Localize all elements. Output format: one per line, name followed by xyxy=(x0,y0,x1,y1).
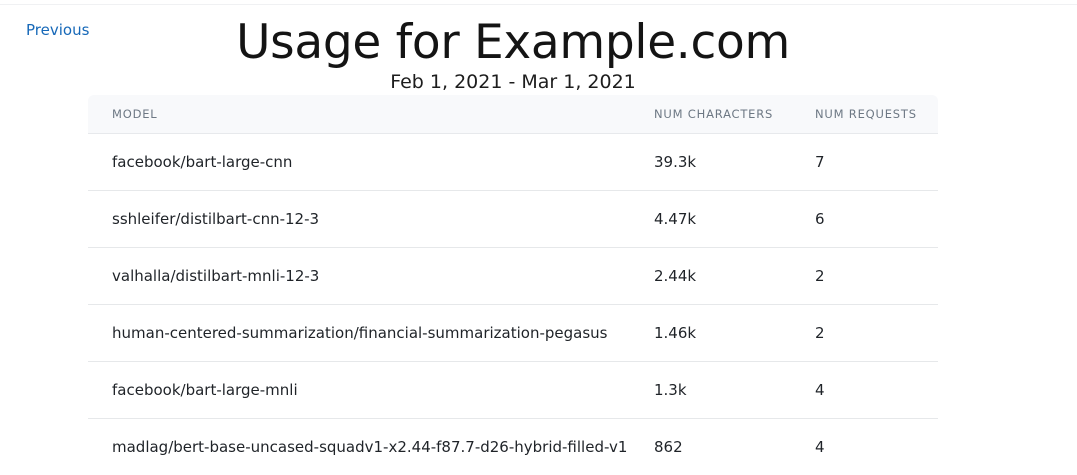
cell-model: valhalla/distilbart-mnli-12-3 xyxy=(88,247,630,305)
date-range-subtitle: Feb 1, 2021 - Mar 1, 2021 xyxy=(390,71,636,93)
page-title: Usage for Example.com xyxy=(236,15,790,70)
table-row[interactable]: facebook/bart-large-mnli 1.3k 4 xyxy=(88,361,938,419)
page-top-divider xyxy=(0,4,1077,5)
previous-link[interactable]: Previous xyxy=(26,21,90,39)
usage-table: MODEL NUM CHARACTERS NUM REQUESTS facebo… xyxy=(88,95,938,475)
cell-model: facebook/bart-large-cnn xyxy=(88,133,630,191)
cell-num_requests: 2 xyxy=(791,304,938,362)
cell-num_requests: 2 xyxy=(791,247,938,305)
cell-num_characters: 39.3k xyxy=(630,133,791,191)
cell-num_characters: 4.47k xyxy=(630,190,791,248)
cell-model: madlag/bert-base-uncased-squadv1-x2.44-f… xyxy=(112,437,628,456)
cell-num_characters: 1.3k xyxy=(630,361,791,419)
table-row[interactable]: facebook/bart-large-cnn 39.3k 7 xyxy=(88,133,938,191)
table-row[interactable]: madlag/bert-base-uncased-squadv1-x2.44-f… xyxy=(88,418,938,475)
cell-model: human-centered-summarization/financial-s… xyxy=(88,304,630,362)
cell-num_requests: 4 xyxy=(791,361,938,419)
column-header-num-requests[interactable]: NUM REQUESTS xyxy=(791,95,938,134)
cell-num_characters: 862 xyxy=(654,437,683,456)
column-header-num-characters[interactable]: NUM CHARACTERS xyxy=(630,95,791,134)
cell-num_requests: 6 xyxy=(791,190,938,248)
cell-num_requests: 7 xyxy=(791,133,938,191)
cell-num_characters: 2.44k xyxy=(630,247,791,305)
table-row[interactable]: sshleifer/distilbart-cnn-12-3 4.47k 6 xyxy=(88,190,938,248)
table-header: MODEL NUM CHARACTERS NUM REQUESTS xyxy=(88,95,938,134)
table-body: facebook/bart-large-cnn 39.3k 7 sshleifer/d… xyxy=(88,133,938,475)
table-header-row: MODEL NUM CHARACTERS NUM REQUESTS xyxy=(88,95,938,134)
usage-table-container: MODEL NUM CHARACTERS NUM REQUESTS facebo… xyxy=(88,95,938,475)
cell-model: facebook/bart-large-mnli xyxy=(88,361,630,419)
table-row[interactable]: valhalla/distilbart-mnli-12-3 2.44k 2 xyxy=(88,247,938,305)
cell-num_requests: 4 xyxy=(815,437,825,456)
cell-num_characters: 1.46k xyxy=(630,304,791,362)
column-header-model[interactable]: MODEL xyxy=(88,95,630,134)
cell-model: sshleifer/distilbart-cnn-12-3 xyxy=(88,190,630,248)
table-row[interactable]: human-centered-summarization/financial-s… xyxy=(88,304,938,362)
